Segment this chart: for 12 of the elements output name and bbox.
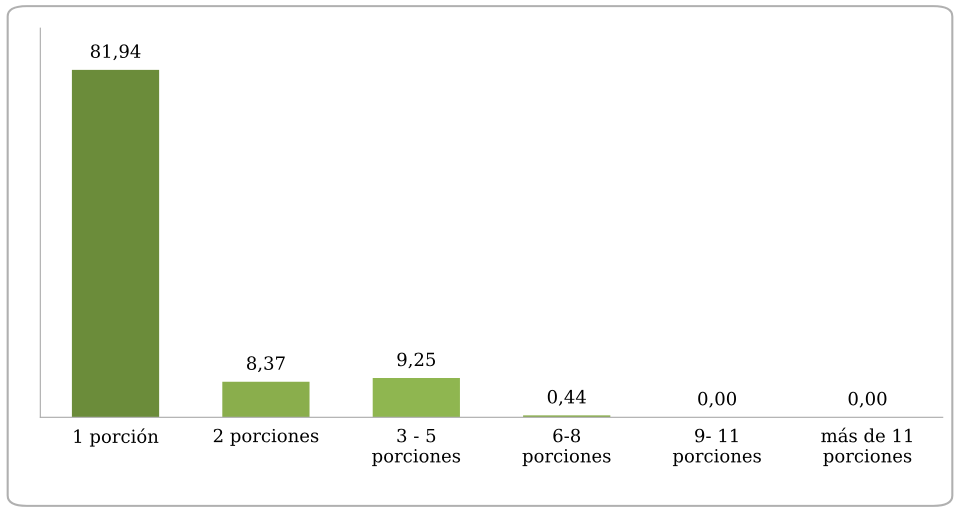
data-label: 0,44 [548,390,586,406]
x-tick-label: 9- 11 porciones [672,428,761,466]
x-tick-label: 1 porción [74,428,158,447]
x-tick-label: 6-8 porciones [522,428,610,466]
x-tick-label: 2 porciones [214,428,318,446]
data-label: 0,00 [698,392,736,408]
data-label: 9,25 [397,352,436,368]
x-tick-label: 3 - 5 porciones [372,428,460,466]
data-label: 8,37 [247,356,285,372]
data-label: 0,00 [848,392,886,408]
x-tick-label: más de 11 porciones [821,428,912,466]
data-label: 81,94 [90,44,140,60]
